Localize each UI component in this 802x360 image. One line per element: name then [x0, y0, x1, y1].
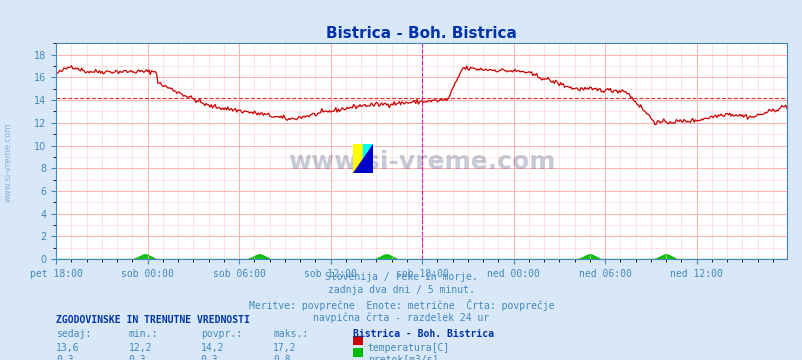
Text: Bistrica - Boh. Bistrica: Bistrica - Boh. Bistrica	[353, 329, 494, 339]
Bar	[353, 144, 363, 173]
Text: 12,2: 12,2	[128, 343, 152, 353]
Text: 13,6: 13,6	[56, 343, 79, 353]
Text: zadnja dva dni / 5 minut.: zadnja dva dni / 5 minut.	[328, 285, 474, 296]
Title: Bistrica - Boh. Bistrica: Bistrica - Boh. Bistrica	[326, 26, 516, 41]
Text: www.si-vreme.com: www.si-vreme.com	[287, 150, 555, 174]
Polygon shape	[353, 144, 373, 173]
Text: 0,3: 0,3	[56, 355, 74, 360]
Text: 0,3: 0,3	[200, 355, 218, 360]
Text: povpr.:: povpr.:	[200, 329, 241, 339]
Text: Meritve: povprečne  Enote: metrične  Črta: povprečje: Meritve: povprečne Enote: metrične Črta:…	[249, 299, 553, 311]
Text: www.si-vreme.com: www.si-vreme.com	[4, 122, 13, 202]
Text: 14,2: 14,2	[200, 343, 224, 353]
Text: navpična črta - razdelek 24 ur: navpična črta - razdelek 24 ur	[313, 313, 489, 323]
Text: Slovenija / reke in morje.: Slovenija / reke in morje.	[325, 272, 477, 282]
Text: 17,2: 17,2	[273, 343, 296, 353]
Text: sedaj:: sedaj:	[56, 329, 91, 339]
Text: 0,3: 0,3	[128, 355, 146, 360]
Text: maks.:: maks.:	[273, 329, 308, 339]
Text: 0,8: 0,8	[273, 355, 290, 360]
Text: pretok[m3/s]: pretok[m3/s]	[367, 355, 438, 360]
Bar	[363, 144, 373, 173]
Text: ZGODOVINSKE IN TRENUTNE VREDNOSTI: ZGODOVINSKE IN TRENUTNE VREDNOSTI	[56, 315, 249, 325]
Text: temperatura[C]: temperatura[C]	[367, 343, 449, 353]
Text: min.:: min.:	[128, 329, 158, 339]
